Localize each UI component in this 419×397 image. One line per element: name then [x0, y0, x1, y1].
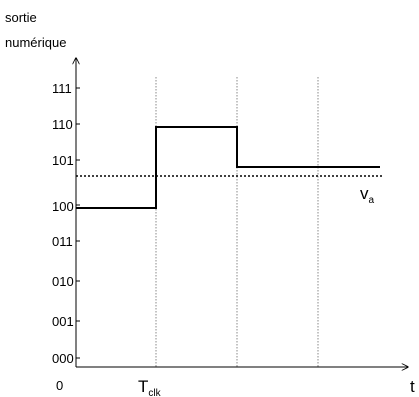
- y-tick-marks: [76, 87, 80, 359]
- y-axis-title-line2: numérique: [5, 35, 66, 50]
- clock-period-label: Tclk: [138, 377, 162, 397]
- y-tick-label-101: 101: [52, 153, 74, 168]
- y-tick-label-100: 100: [52, 199, 74, 214]
- threshold-label-subscript: a: [369, 195, 375, 206]
- clock-period-base: T: [138, 377, 148, 396]
- y-tick-label-010: 010: [52, 274, 74, 289]
- clock-period-subscript: clk: [148, 388, 161, 397]
- y-axis-title-line1: sortie: [5, 10, 37, 25]
- output-staircase: [76, 126, 380, 209]
- origin-label: 0: [56, 378, 63, 393]
- y-tick-label-011: 011: [52, 234, 73, 249]
- y-tick-label-000: 000: [52, 351, 74, 366]
- time-axis-label: t: [410, 377, 415, 396]
- threshold-label-base: v: [360, 184, 369, 203]
- threshold-label: va: [360, 184, 375, 206]
- y-tick-label-001: 001: [52, 314, 74, 329]
- y-tick-label-110: 110: [52, 117, 73, 132]
- y-tick-label-111: 111: [52, 81, 72, 96]
